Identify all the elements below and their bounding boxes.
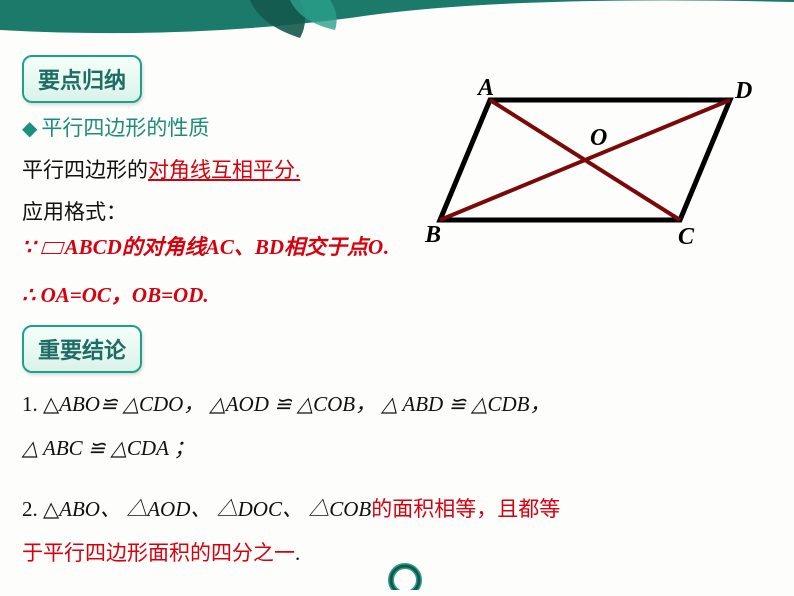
important-conclusion-tag: 重要结论 [22,325,142,373]
diamond-bullet-icon: ◆ [22,118,37,140]
property-title: ◆平行四边形的性质 [22,113,209,145]
label-c: C [678,224,695,250]
because-line: ∵ ABCD的对角线AC、BD相交于点O. [22,232,388,264]
parallelogram-diagram: A D B C O [400,70,770,255]
therefore-line: ∴ OA=OC，OB=OD. [22,280,209,312]
label-b: B [424,222,441,248]
format-label: 应用格式： [22,197,127,229]
conclusion-1: 1. △ABO≌ △CDO， △AOD ≌ △COB， △ ABD ≌ △CDB… [22,382,772,470]
footer-circle-icon [385,560,425,590]
key-points-tag: 要点归纳 [22,55,142,103]
label-o: O [590,125,607,151]
label-d: D [734,78,752,104]
label-a: A [476,75,494,101]
top-decoration [0,0,794,40]
property-statement: 平行四边形的对角线互相平分. [22,155,300,187]
